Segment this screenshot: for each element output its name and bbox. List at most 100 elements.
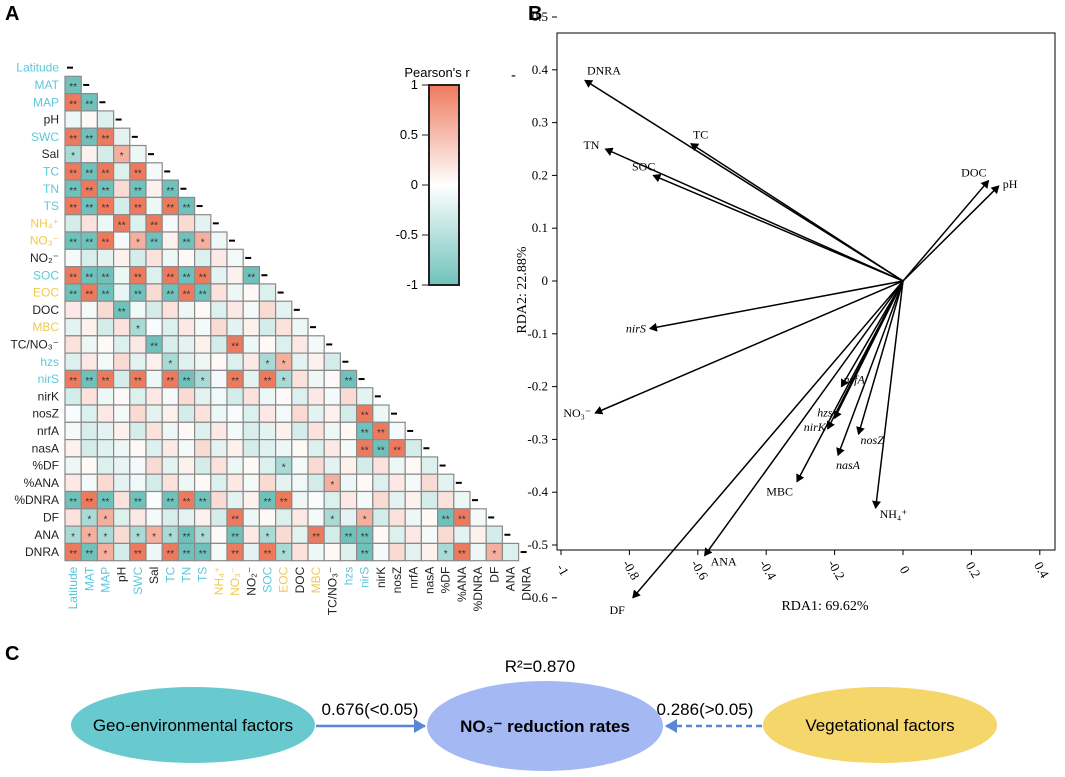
heatmap-cell: [275, 421, 293, 441]
rda-xtick-label: 0.4: [1031, 559, 1052, 581]
rda-vector-nrfa: [840, 280, 904, 388]
significance-mark: **: [85, 186, 93, 197]
significance-mark: **: [69, 238, 77, 249]
heatmap-cell: [404, 490, 423, 510]
significance-mark: **: [442, 514, 450, 525]
significance-mark: **: [85, 376, 93, 387]
heatmap-cell: [177, 248, 196, 268]
heatmap-cell: [291, 352, 309, 372]
heatmap-cell: [177, 421, 196, 441]
heatmap-cell: [161, 317, 179, 337]
heatmap-cell: [242, 456, 260, 475]
heatmap-cell: [323, 352, 342, 372]
heatmap-cell: [372, 525, 390, 544]
heatmap-cell: [161, 404, 179, 423]
heatmap-cell: [275, 300, 293, 320]
heatmap-cell: [64, 421, 82, 441]
significance-mark: **: [166, 290, 174, 301]
diagonal-mark: [374, 395, 381, 398]
heatmap-cell: [339, 439, 358, 458]
heatmap-cell: [177, 404, 196, 423]
col-label-mbc: MBC: [309, 566, 323, 593]
heatmap-cell: [96, 473, 115, 493]
heatmap-cell: [226, 473, 244, 493]
col-label-dnra: DNRA: [520, 567, 534, 601]
diagonal-mark: [472, 499, 478, 502]
significance-mark: **: [183, 238, 191, 249]
heatmap-cell: [145, 421, 163, 441]
heatmap-cell: [194, 456, 212, 475]
significance-mark: **: [231, 376, 239, 387]
significance-mark: **: [280, 497, 288, 508]
heatmap-cell: [177, 300, 196, 320]
heatmap-cell: [112, 231, 131, 250]
heatmap-cell: [420, 542, 439, 562]
row-label-pct-ana: %ANA: [24, 476, 59, 490]
heatmap-cell: [242, 490, 260, 510]
heatmap-cell: [258, 421, 277, 441]
heatmap-cell: [80, 387, 98, 406]
significance-mark: **: [134, 549, 142, 560]
heatmap-cell: [161, 456, 179, 475]
significance-mark: **: [458, 549, 466, 560]
heatmap-cell: [226, 317, 244, 337]
significance-mark: **: [345, 376, 353, 387]
rda-vector-soc: [652, 173, 904, 282]
significance-mark: **: [264, 376, 272, 387]
heatmap-cell: [307, 369, 325, 389]
rda-label-ph: pH: [1003, 177, 1018, 191]
significance-mark: **: [69, 290, 77, 301]
heatmap-cell: [372, 473, 390, 493]
legend-tick-label: -0.5: [396, 227, 418, 242]
heatmap-cell: [96, 456, 115, 475]
heatmap-cell: [194, 214, 212, 233]
rda-xtick-label: -1: [554, 561, 572, 578]
heatmap-cell: [145, 369, 163, 389]
rda-xtick-label: -0.4: [756, 557, 780, 583]
significance-mark: **: [361, 411, 369, 422]
heatmap-cell: [177, 214, 196, 233]
rda-label-nosz: nosZ: [861, 433, 885, 447]
heatmap-cell: [453, 525, 471, 544]
heatmap-cell: [242, 508, 260, 527]
heatmap-cell: [96, 439, 115, 458]
col-label-tc: TC: [163, 566, 177, 582]
significance-mark: *: [120, 151, 124, 162]
heatmap-cell: [64, 404, 82, 423]
heatmap-cell: [469, 525, 487, 544]
heatmap-cell: [307, 404, 325, 423]
rda-label-no3-minus: NO₃⁻: [563, 406, 591, 420]
heatmap-cell: [453, 490, 471, 510]
row-label-df: DF: [43, 510, 59, 524]
row-label-ph: pH: [44, 113, 59, 127]
significance-mark: *: [282, 463, 286, 474]
rda-vector-no3-minus: [594, 280, 904, 415]
heatmap-cell: [210, 439, 228, 458]
heatmap-cell: [145, 404, 163, 423]
rda-label-ana: ANA: [711, 555, 737, 569]
heatmap-cell: [275, 335, 293, 354]
significance-mark: **: [102, 186, 110, 197]
rda-vector-ph: [902, 185, 1000, 282]
rda-xtick-label: 0: [897, 563, 913, 576]
significance-mark: *: [266, 359, 270, 370]
heatmap-cell: [307, 387, 325, 406]
heatmap-cell: [356, 456, 374, 475]
heatmap-cell: [112, 387, 131, 406]
heatmap-cell: [226, 266, 244, 285]
heatmap-cell: [161, 508, 179, 527]
significance-mark: *: [330, 480, 334, 491]
heatmap-cell: [64, 335, 82, 354]
heatmap-cell: [275, 508, 293, 527]
heatmap-cell: [129, 387, 147, 406]
heatmap-cell: [145, 300, 163, 320]
heatmap-cell: [291, 490, 309, 510]
row-label-nasa: nasA: [32, 441, 59, 455]
diagonal-mark: [310, 326, 316, 329]
diagonal-mark: [520, 551, 527, 554]
heatmap-cell: [112, 352, 131, 372]
row-label-nrfa: nrfA: [37, 424, 59, 438]
heatmap-cell: [258, 508, 277, 527]
rda-ytick-label: 0.2: [532, 167, 548, 182]
significance-mark: **: [377, 428, 385, 439]
